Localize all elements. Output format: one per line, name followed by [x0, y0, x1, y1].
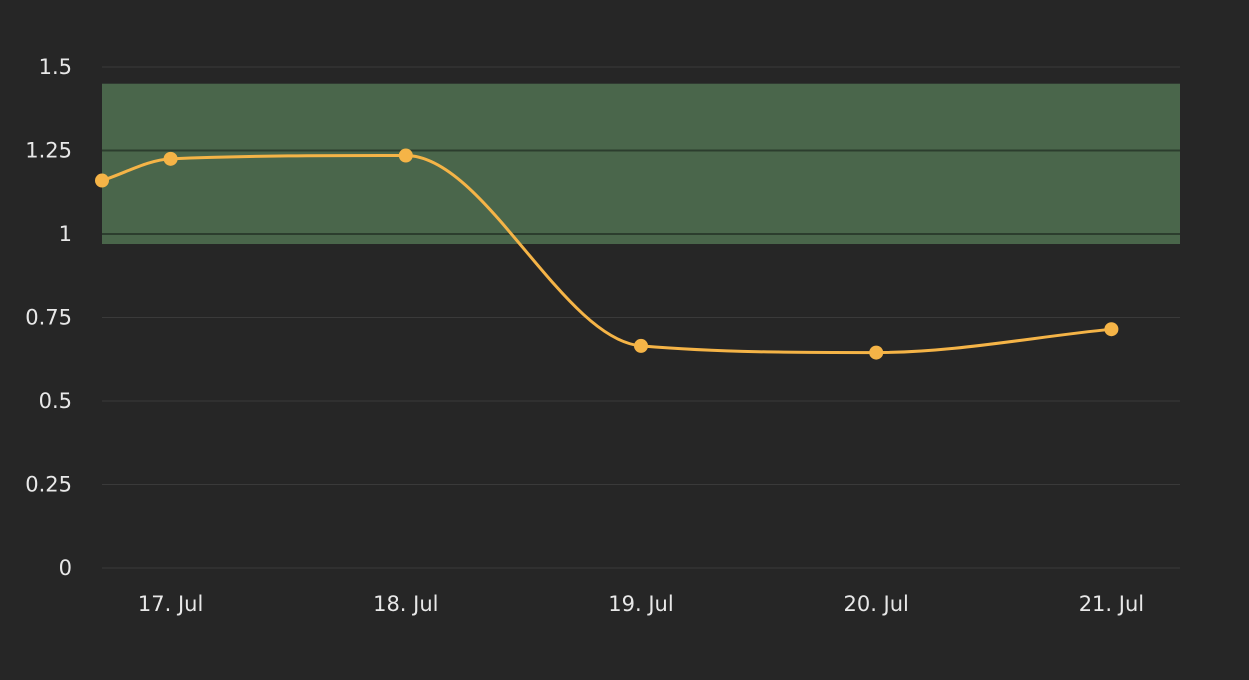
grid-layer [102, 66, 1180, 569]
y-tick-label: 1.5 [39, 55, 72, 79]
plot-band [102, 83, 1180, 245]
axis-labels-layer: 0 0.25 0.5 0.75 1 1.25 1.5 17. Jul 18. Jul 19. Ju… [25, 55, 1144, 616]
data-point-marker[interactable] [634, 338, 648, 353]
y-tick-label: 0.75 [25, 306, 72, 330]
y-tick-label: 1 [59, 222, 72, 246]
data-point-marker[interactable] [163, 151, 178, 166]
x-tick-label: 19. Jul [608, 592, 673, 616]
data-point-marker[interactable] [95, 173, 109, 188]
y-tick-label: 0.25 [25, 473, 72, 497]
x-tick-label: 20. Jul [843, 592, 908, 616]
y-tick-label: 1.25 [25, 139, 72, 163]
x-tick-label: 18. Jul [373, 592, 438, 616]
x-tick-label: 17. Jul [138, 592, 203, 616]
y-tick-label: 0 [59, 556, 72, 580]
series-line [100, 154, 1113, 355]
data-point-marker[interactable] [869, 345, 884, 360]
data-point-marker[interactable] [398, 148, 413, 163]
x-tick-label: 21. Jul [1079, 592, 1144, 616]
data-point-marker[interactable] [1104, 322, 1119, 337]
series-layer [95, 148, 1119, 360]
y-tick-label: 0.5 [39, 389, 72, 413]
plot-band-layer [102, 83, 1180, 245]
